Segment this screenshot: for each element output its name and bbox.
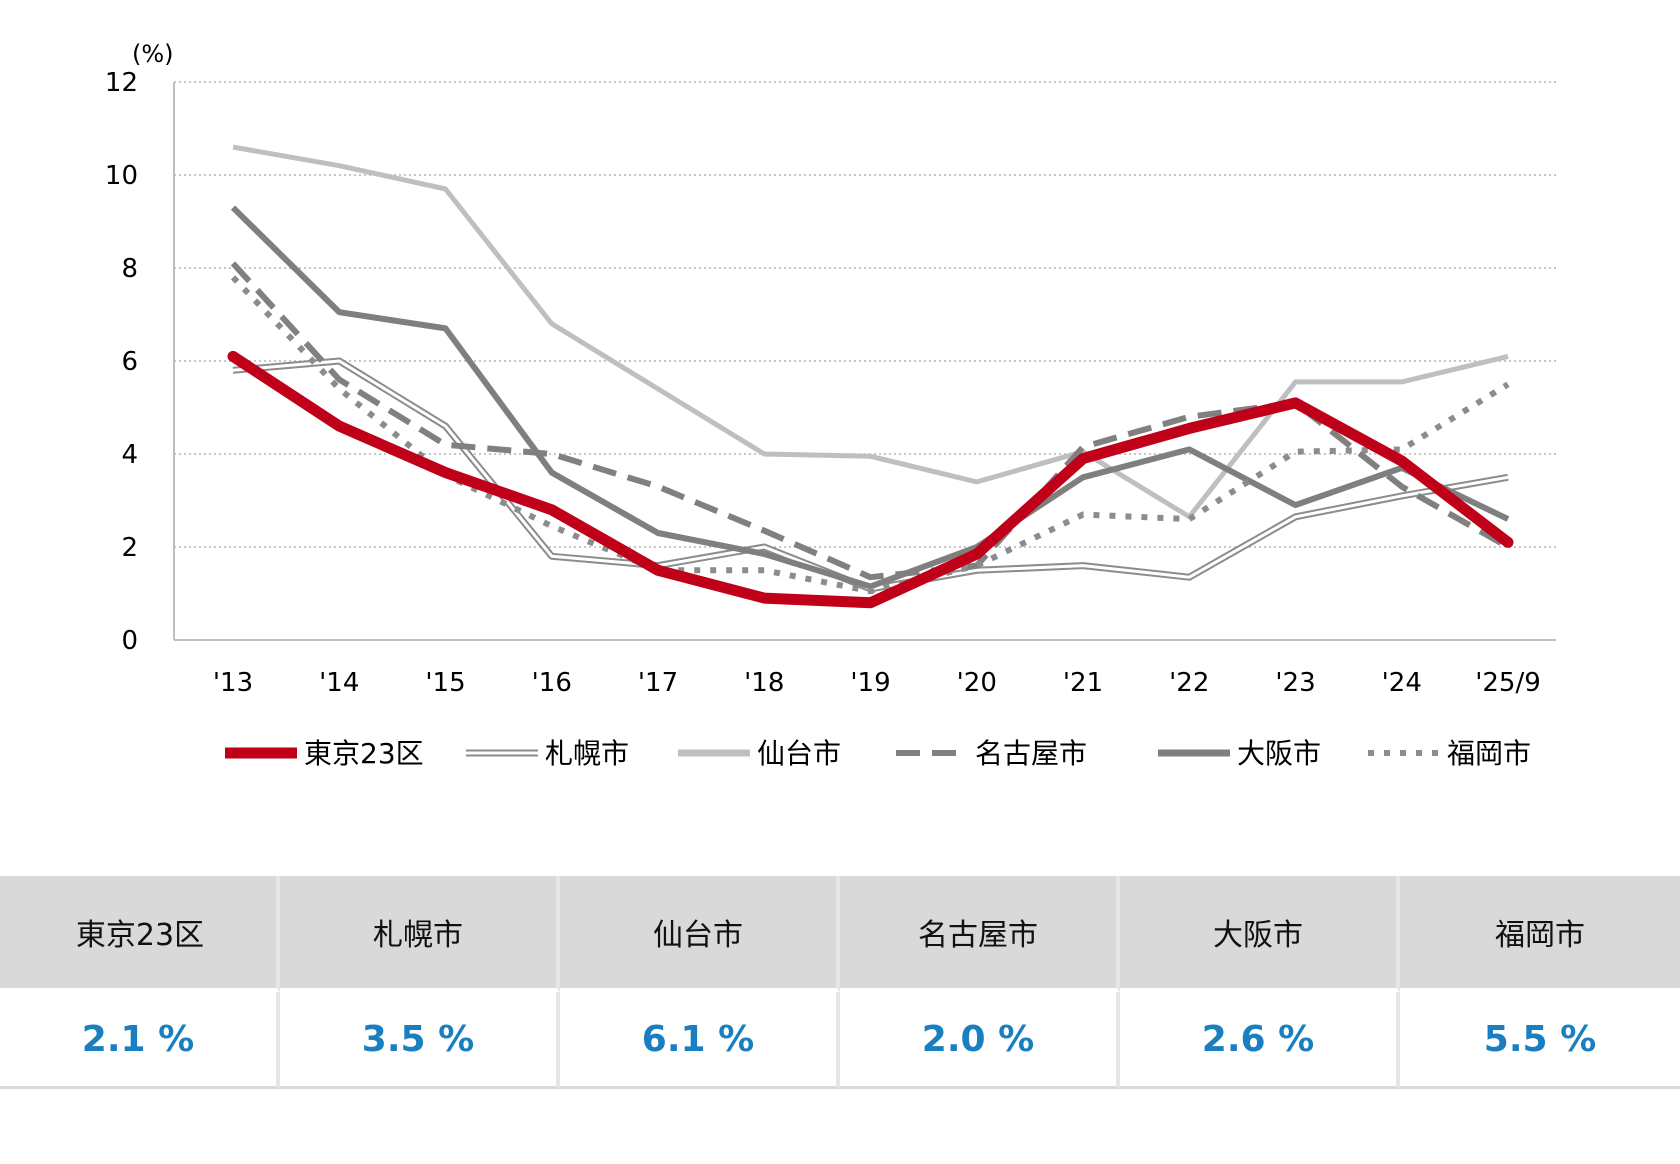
tick-labels: 0 2 4 6 8 10 12 '13 '14 '15 '16 '17 '18 '19 '20 '21 '22 '… — [105, 68, 1541, 698]
y-tick-label: 6 — [121, 347, 138, 377]
x-tick-label: '14 — [319, 668, 359, 698]
vacancy-rate-chart: 0 2 4 6 8 10 12 '13 '14 '15 '16 '17 '18 '19 '20 '21 '22 '… — [105, 40, 1556, 770]
legend-item: 仙台市 — [678, 737, 841, 770]
legend-label: 福岡市 — [1447, 737, 1531, 770]
x-tick-label: '23 — [1275, 668, 1315, 698]
legend-item: 名古屋市 — [896, 737, 1087, 770]
summary-header-row: 東京23区 札幌市 仙台市 名古屋市 大阪市 福岡市 — [0, 876, 1680, 992]
summary-header-cell: 仙台市 — [560, 876, 840, 992]
summary-header-cell: 名古屋市 — [840, 876, 1120, 992]
axes — [173, 82, 1556, 641]
summary-value-cell: 2.1 % — [0, 992, 280, 1089]
y-tick-label: 4 — [121, 440, 138, 470]
chart-svg: 0 2 4 6 8 10 12 '13 '14 '15 '16 '17 '18 '19 '20 '21 '22 '… — [105, 40, 1556, 770]
x-tick-label: '18 — [744, 668, 784, 698]
y-tick-label: 2 — [121, 533, 138, 563]
x-tick-label: '24 — [1382, 668, 1422, 698]
series-line — [230, 261, 1510, 581]
x-tick-label: '22 — [1169, 668, 1209, 698]
series-line-inner — [232, 359, 1509, 591]
legend-item: 札幌市 — [466, 737, 629, 770]
grid-lines — [174, 81, 1556, 548]
x-tick-label: '20 — [957, 668, 997, 698]
legend-item: 大阪市 — [1158, 737, 1321, 770]
series-大阪市 — [230, 205, 1510, 590]
summary-header-cell: 大阪市 — [1120, 876, 1400, 992]
y-tick-label: 0 — [121, 626, 138, 656]
x-tick-label: '16 — [532, 668, 572, 698]
summary-value-cell: 3.5 % — [280, 992, 560, 1089]
summary-header-cell: 札幌市 — [280, 876, 560, 992]
summary-value-cell: 2.6 % — [1120, 992, 1400, 1089]
legend-label: 札幌市 — [545, 737, 629, 770]
legend: 東京23区 札幌市 仙台市 名古屋市 大阪市 福岡市 — [225, 737, 1531, 770]
x-tick-label: '17 — [638, 668, 678, 698]
series-札幌市 — [232, 357, 1509, 593]
summary-value-cell: 2.0 % — [840, 992, 1120, 1089]
series-lines — [227, 144, 1514, 609]
x-tick-label: '13 — [213, 668, 253, 698]
x-tick-label: '21 — [1063, 668, 1103, 698]
series-line — [227, 350, 1514, 609]
y-tick-label: 8 — [121, 254, 138, 284]
legend-label: 仙台市 — [757, 737, 841, 770]
legend-label: 名古屋市 — [975, 737, 1087, 770]
series-line — [230, 205, 1510, 590]
series-line — [232, 357, 1509, 593]
y-axis-unit-label: (%) — [132, 40, 174, 68]
legend-item: 東京23区 — [225, 737, 424, 770]
summary-value-cell: 5.5 % — [1400, 992, 1680, 1089]
summary-value-cell: 6.1 % — [560, 992, 840, 1089]
x-tick-label: '19 — [850, 668, 890, 698]
series-仙台市 — [232, 144, 1509, 520]
y-tick-label: 10 — [105, 161, 138, 191]
series-東京23区 — [227, 350, 1514, 609]
series-名古屋市 — [230, 261, 1510, 581]
series-line — [232, 144, 1509, 520]
legend-item: 福岡市 — [1368, 737, 1531, 770]
summary-header-cell: 福岡市 — [1400, 876, 1680, 992]
legend-label: 大阪市 — [1237, 737, 1321, 770]
summary-header-cell: 東京23区 — [0, 876, 280, 992]
legend-label: 東京23区 — [304, 737, 424, 770]
summary-table: 東京23区 札幌市 仙台市 名古屋市 大阪市 福岡市 2.1 % 3.5 % 6… — [0, 876, 1680, 1089]
summary-value-row: 2.1 % 3.5 % 6.1 % 2.0 % 2.6 % 5.5 % — [0, 992, 1680, 1089]
x-tick-label: '25/9 — [1475, 668, 1541, 698]
x-tick-label: '15 — [425, 668, 465, 698]
y-tick-label: 12 — [105, 68, 138, 98]
